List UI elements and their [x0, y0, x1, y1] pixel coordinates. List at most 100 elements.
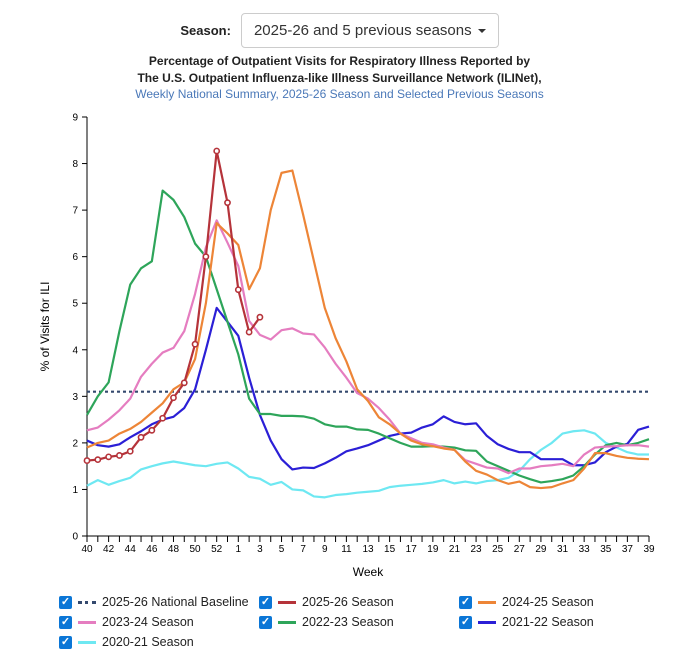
- x-tick-label: 37: [622, 544, 634, 555]
- legend-label: 2022-23 Season: [302, 615, 394, 629]
- x-tick-label: 29: [535, 544, 547, 555]
- checkbox-checked-icon[interactable]: ✓: [259, 595, 272, 609]
- series-2025-26-season: [83, 147, 264, 464]
- data-point: [213, 147, 221, 155]
- data-point: [94, 456, 102, 464]
- y-tick-label: 3: [72, 392, 78, 403]
- legend-label: 2023-24 Season: [102, 615, 194, 629]
- data-point: [256, 313, 264, 321]
- x-tick-label: 42: [103, 544, 115, 555]
- x-tick-label: 35: [600, 544, 612, 555]
- season-dropdown[interactable]: 2025-26 and 5 previous seasons: [240, 13, 499, 48]
- data-point: [191, 340, 199, 348]
- checkbox-checked-icon[interactable]: ✓: [459, 615, 472, 629]
- season-label: Season:: [180, 23, 231, 38]
- series-2020-21-season: [86, 429, 649, 499]
- legend-swatch: [278, 600, 296, 604]
- chart-titles: Percentage of Outpatient Visits for Resp…: [0, 53, 679, 103]
- x-tick-label: 25: [492, 544, 504, 555]
- legend-swatch: [78, 620, 96, 624]
- y-tick-label: 4: [72, 345, 78, 356]
- data-point: [170, 394, 177, 402]
- data-point: [105, 453, 113, 461]
- legend-item[interactable]: ✓ 2024-25 Season: [459, 595, 594, 609]
- legend-item[interactable]: ✓ 2025-26 National Baseline: [59, 595, 249, 609]
- chart-subtitle: Weekly National Summary, 2025-26 Season …: [135, 87, 544, 101]
- y-tick-label: 9: [72, 113, 78, 124]
- season-selected-value: 2025-26 and 5 previous seasons: [253, 22, 472, 39]
- data-point: [202, 253, 210, 261]
- x-tick-label: 5: [279, 544, 285, 555]
- chart-title-line1: Percentage of Outpatient Visits for Resp…: [148, 54, 531, 68]
- series-line: [86, 189, 650, 484]
- x-tick-label: 31: [557, 544, 569, 555]
- x-tick-label: 27: [514, 544, 526, 555]
- legend-label: 2024-25 Season: [502, 595, 594, 609]
- data-point: [180, 379, 188, 387]
- checkbox-checked-icon[interactable]: ✓: [259, 615, 272, 629]
- legend-swatch: [78, 640, 96, 644]
- legend-item[interactable]: ✓ 2020-21 Season: [59, 635, 194, 649]
- series-2022-23-season: [86, 189, 650, 484]
- series-2023-24-season: [86, 219, 650, 475]
- y-axis-label: % of Visits for ILI: [38, 282, 52, 372]
- x-tick-label: 17: [406, 544, 418, 555]
- legend-item[interactable]: ✓ 2025-26 Season: [259, 595, 394, 609]
- data-point: [148, 426, 156, 434]
- series-2021-22-season: [86, 306, 650, 471]
- series-2024-25-season: [86, 169, 650, 490]
- legend-label: 2025-26 Season: [302, 595, 394, 609]
- season-selector-row: Season: 2025-26 and 5 previous seasons: [0, 13, 679, 48]
- x-tick-label: 50: [190, 544, 202, 555]
- x-tick-label: 52: [211, 544, 223, 555]
- x-tick-label: 39: [643, 544, 655, 555]
- chart-title-line2: The U.S. Outpatient Influenza-like Illne…: [137, 70, 542, 85]
- y-tick-label: 0: [72, 532, 78, 543]
- data-point: [83, 457, 91, 464]
- legend-label: 2021-22 Season: [502, 615, 594, 629]
- x-tick-label: 23: [471, 544, 483, 555]
- x-tick-label: 1: [236, 544, 242, 555]
- checkbox-checked-icon[interactable]: ✓: [459, 595, 472, 609]
- y-tick-label: 2: [72, 438, 78, 449]
- x-tick-label: 40: [81, 544, 93, 555]
- checkbox-checked-icon[interactable]: ✓: [59, 635, 72, 649]
- x-tick-label: 11: [341, 544, 352, 555]
- y-tick-label: 8: [72, 159, 78, 170]
- x-tick-label: 44: [125, 544, 137, 555]
- data-point: [137, 433, 145, 441]
- legend-label: 2020-21 Season: [102, 635, 194, 649]
- caret-down-icon: [477, 28, 486, 33]
- data-point: [126, 447, 134, 455]
- y-tick-label: 7: [72, 206, 78, 217]
- x-tick-label: 33: [579, 544, 591, 555]
- legend-item[interactable]: ✓ 2021-22 Season: [459, 615, 594, 629]
- x-tick-label: 9: [322, 544, 328, 555]
- data-point: [245, 328, 253, 336]
- x-tick-label: 19: [427, 544, 439, 555]
- data-point: [234, 286, 242, 294]
- legend-swatch: [78, 600, 96, 604]
- legend-item[interactable]: ✓ 2022-23 Season: [259, 615, 394, 629]
- data-point: [116, 452, 123, 459]
- y-tick-label: 6: [72, 252, 78, 263]
- legend-swatch: [278, 620, 296, 624]
- x-tick-label: 7: [300, 544, 306, 555]
- y-tick-label: 1: [72, 485, 78, 496]
- checkbox-checked-icon[interactable]: ✓: [59, 595, 72, 609]
- x-tick-label: 21: [449, 544, 461, 555]
- x-tick-label: 13: [362, 544, 374, 555]
- legend-item[interactable]: ✓ 2023-24 Season: [59, 615, 194, 629]
- series-line: [86, 149, 261, 462]
- series-line: [86, 219, 650, 475]
- data-point: [224, 199, 231, 207]
- checkbox-checked-icon[interactable]: ✓: [59, 615, 72, 629]
- x-axis-label: Week: [353, 565, 384, 579]
- x-tick-label: 3: [257, 544, 263, 555]
- x-tick-label: 46: [146, 544, 158, 555]
- legend-swatch: [478, 620, 496, 624]
- y-tick-label: 5: [72, 299, 78, 310]
- data-point: [159, 414, 167, 422]
- series-line: [86, 169, 650, 490]
